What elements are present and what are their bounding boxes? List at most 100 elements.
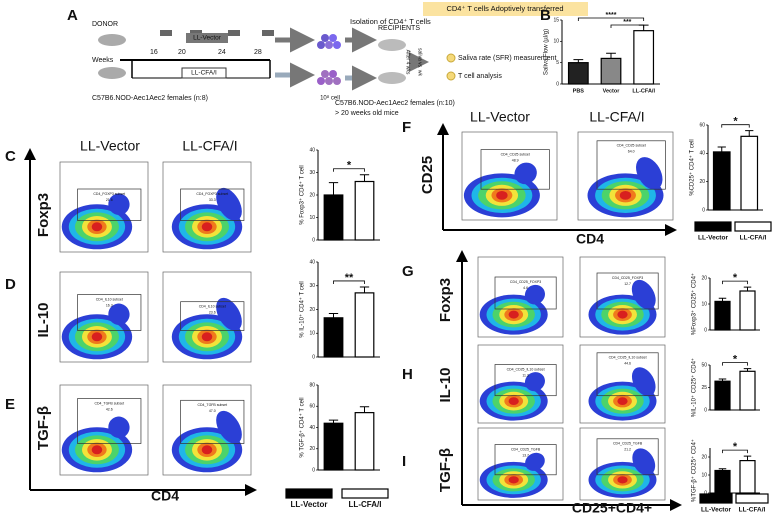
bar [739,290,756,331]
error-bar [359,406,370,413]
schematic-text: RECIPIENTS [378,25,420,32]
gate-name: CD4_CD25_FOXP3 [510,280,541,284]
error-bar [328,182,339,195]
panel-label: G [402,263,414,280]
gate-name: CD4_FOXP3 subset [196,192,228,196]
schematic-text: DONOR [92,21,118,28]
y-axis-label: IL-10 [35,302,52,337]
y-axis-label: TGF-β [35,406,52,450]
y-tick-label: 60 [699,122,705,128]
density-blob [508,476,519,484]
significance-bracket [610,24,645,28]
gate-value: 33.3 [209,198,216,202]
error-bar [743,368,752,372]
gate [596,352,659,397]
density-blob [508,310,519,319]
y-tick-label: 20 [699,179,705,185]
density-blob [91,332,103,342]
density-tail [108,303,130,326]
density-tail [216,297,242,331]
gate-name: CD4_IL10 subset [96,297,123,301]
density-blob [508,397,519,406]
gate-value: 42.6 [106,407,113,411]
bar [600,57,622,85]
gate-value: 44.6 [624,362,631,366]
gate-name: CD4_CD25 subset [617,144,646,148]
y-tick-label: 40 [309,425,315,431]
error-bar [606,52,616,59]
y-tick-label: 40 [699,151,705,157]
y-tick-label: 0 [704,407,707,413]
y-axis-label: % Foxp3⁺ CD4⁺ T cell [299,165,306,224]
legend-swatch [694,221,732,232]
gate-name: CD4_TGFB subset [197,403,227,407]
y-tick-label: 30 [309,283,315,289]
column-header: LL-Vector [80,138,140,154]
density-tail [524,284,546,305]
schematic-text: Weeks [92,57,114,64]
legend-label: LL-Vector [701,507,731,514]
significance-label: *** [623,19,631,26]
panel-label: F [402,119,411,136]
flow-plot: CD4_CD25_IL10 subset 11.3 [477,344,564,424]
y-tick-label: 0 [312,467,315,473]
week-tick: 28 [254,49,262,56]
density-blob [617,397,628,406]
schematic-text: LL-Vector [193,35,222,42]
error-bar [718,378,727,382]
y-axis-label: %IL-10⁺ CD25⁺ CD4⁺ [691,358,698,417]
y-tick-label: 0 [556,81,559,87]
density-tail [108,193,130,216]
y-tick-label: 0 [702,207,705,213]
gate-name: CD4_CD25_IL10 subset [507,367,545,371]
bar [633,30,655,85]
panel-label: I [402,453,406,470]
flow-plot: CD4_FOXP3 subset 21.6 [59,161,149,253]
gate [596,272,659,310]
density-tail [631,367,656,397]
flow-plot: CD4_CD25_IL10 subset 44.6 [579,344,666,424]
significance-label: * [733,441,738,453]
density-tail [524,372,545,392]
flow-plot: CD4_CD25_TGFB 13.7 [477,427,564,501]
legend-swatch [734,221,772,232]
week-tick: 24 [218,49,226,56]
bar [354,412,375,471]
gate [180,399,245,444]
error-bar [745,130,754,137]
y-axis-label: %Foxp3⁺ CD25⁺ CD4⁺ [691,273,698,335]
column-header: LL-CFA/I [182,138,237,154]
x-axis-label: CD25+CD4+ [572,500,652,516]
gate-value: 21.2 [624,448,631,452]
bar [739,460,756,494]
gate-value: 48.9 [512,159,519,163]
legend-label: LL-CFA/I [739,507,766,514]
gate-name: CD4_CD25 subset [501,153,530,157]
gate [494,364,557,397]
density-tail [636,157,663,190]
gate-value: 12.7 [624,282,631,286]
gate [77,294,142,331]
density-blob [617,310,628,319]
bar [354,292,375,358]
density-blob [91,445,103,455]
density-blob [201,222,213,232]
bar [712,151,731,211]
bar [714,469,731,494]
density-tail [216,187,242,221]
significance-bracket [333,280,365,284]
significance-bracket [722,449,748,454]
y-tick-label: 0 [704,327,707,333]
bar [740,135,759,211]
density-tail [108,416,130,439]
error-bar [743,455,752,461]
panel-label: B [540,7,551,24]
y-tick-label: 10 [309,215,315,221]
schematic-text: > 20 weeks old mice [335,110,399,117]
density-blob [201,445,213,455]
y-tick-label: 60 [309,404,315,410]
gate-value: 13.7 [522,453,529,457]
schematic-text: CD4⁺ T cells Adoptively transferred [446,4,563,13]
error-bar [718,468,727,471]
gate-name: CD4_CD25_TGFB [511,447,541,451]
